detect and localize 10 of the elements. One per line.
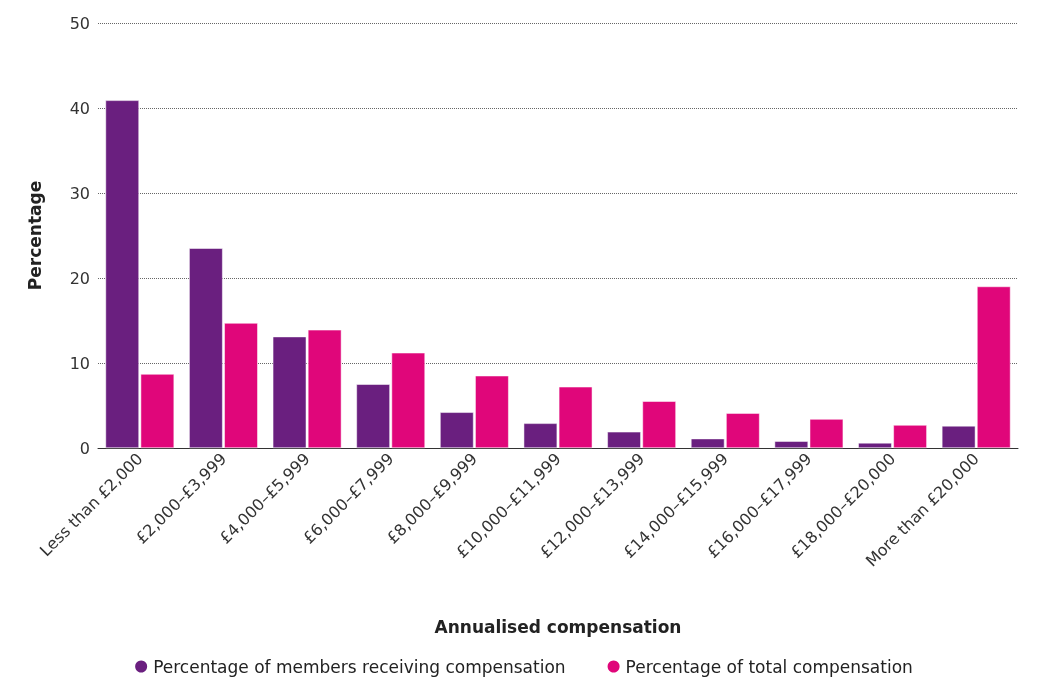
y-axis-title: Percentage	[24, 180, 45, 291]
x-axis-title: Annualised compensation	[434, 616, 682, 637]
y-tick-label: 50	[69, 13, 90, 33]
legend-label: Percentage of total compensation	[625, 656, 913, 677]
y-tick-label: 10	[69, 353, 90, 373]
y-tick-label: 30	[69, 183, 90, 203]
y-tick-label: 40	[69, 98, 90, 118]
y-tick-label: 20	[69, 268, 90, 288]
legend-label: Percentage of members receiving compensation	[153, 656, 566, 677]
y-tick-label: 0	[79, 438, 90, 458]
